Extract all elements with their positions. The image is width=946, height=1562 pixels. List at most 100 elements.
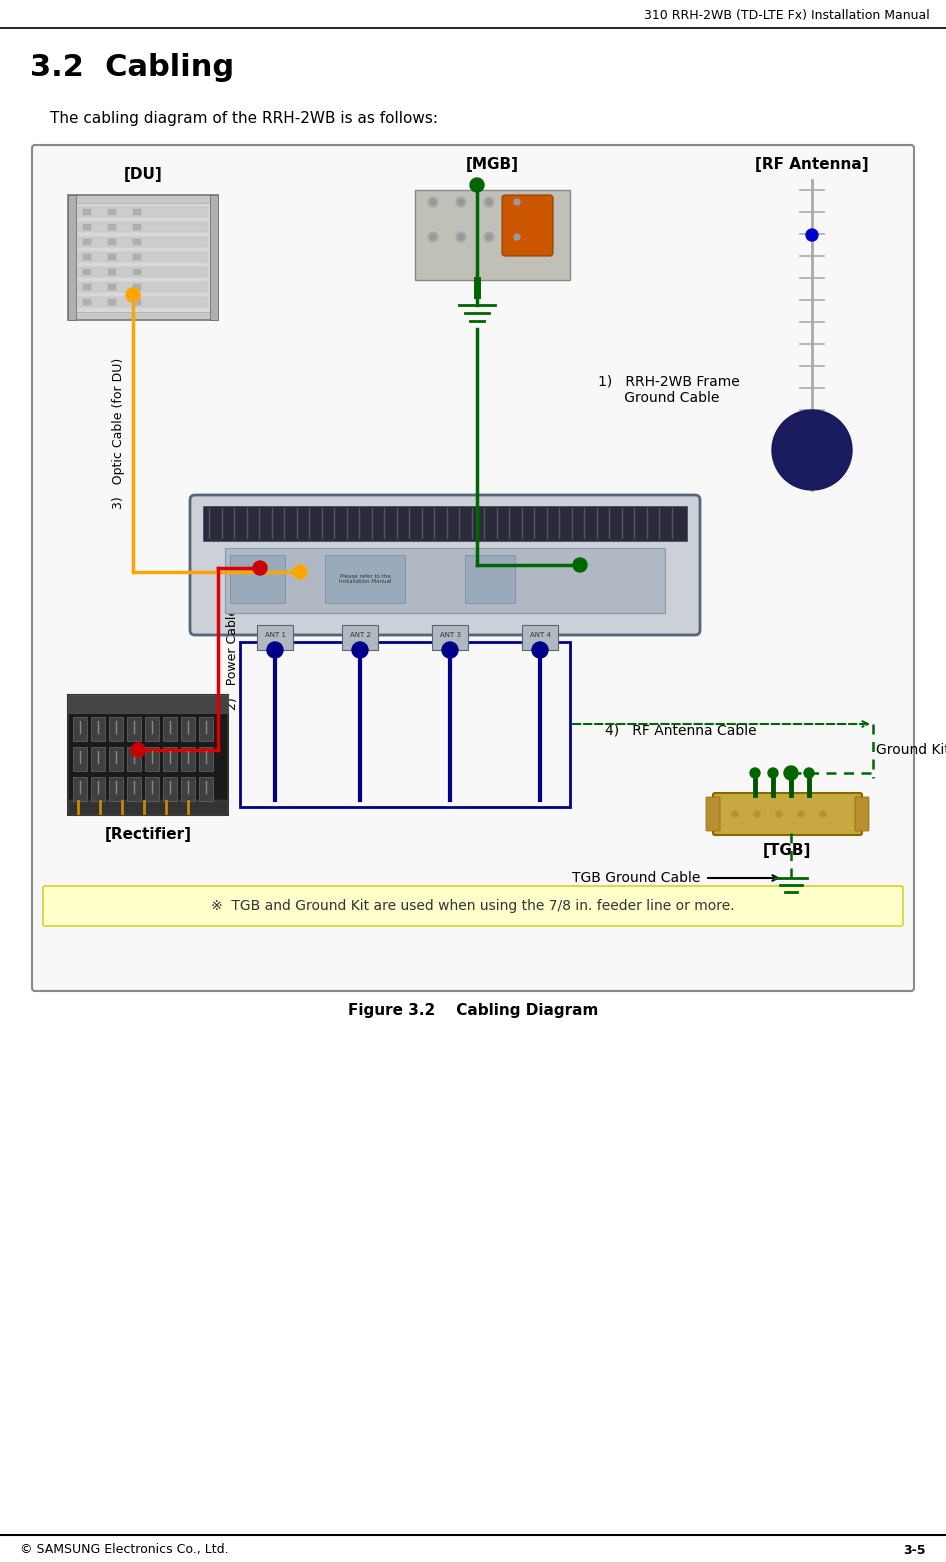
Circle shape	[430, 234, 436, 241]
Bar	[199, 776, 213, 801]
Bar	[203, 506, 687, 540]
Bar	[78, 237, 208, 247]
Text: 310 RRH-2WB (TD-LTE Fx) Installation Manual: 310 RRH-2WB (TD-LTE Fx) Installation Man…	[644, 9, 930, 22]
Text: ANT 3: ANT 3	[440, 633, 461, 637]
Bar	[133, 298, 141, 305]
Circle shape	[573, 558, 587, 572]
Circle shape	[786, 769, 796, 778]
Circle shape	[126, 287, 140, 301]
Bar	[181, 747, 195, 772]
Bar	[199, 747, 213, 772]
Bar	[76, 203, 210, 312]
Text: TGB Ground Cable: TGB Ground Cable	[571, 872, 700, 886]
Circle shape	[428, 197, 438, 208]
Circle shape	[512, 197, 522, 208]
Text: ※  TGB and Ground Kit are used when using the 7/8 in. feeder line or more.: ※ TGB and Ground Kit are used when using…	[211, 900, 735, 914]
Circle shape	[442, 642, 458, 658]
Bar	[133, 209, 141, 216]
Circle shape	[750, 769, 760, 778]
Bar	[108, 223, 116, 230]
Bar	[127, 747, 141, 772]
Circle shape	[772, 409, 852, 490]
Bar	[145, 747, 159, 772]
Circle shape	[514, 234, 520, 241]
FancyBboxPatch shape	[190, 495, 700, 636]
Bar	[240, 642, 570, 808]
Circle shape	[820, 811, 826, 817]
Circle shape	[456, 233, 466, 242]
Text: [Rectifier]: [Rectifier]	[104, 828, 191, 842]
Bar	[108, 284, 116, 291]
Bar	[83, 269, 91, 275]
Bar	[230, 555, 285, 603]
Circle shape	[484, 197, 494, 208]
Bar	[127, 717, 141, 740]
Bar	[199, 717, 213, 740]
Circle shape	[430, 198, 436, 205]
Bar	[181, 776, 195, 801]
Bar	[133, 223, 141, 230]
Bar	[73, 717, 87, 740]
Circle shape	[486, 234, 492, 241]
Text: ANT 1: ANT 1	[265, 633, 286, 637]
Text: [TGB]: [TGB]	[762, 843, 811, 859]
Bar	[78, 222, 208, 233]
Bar	[109, 747, 123, 772]
Bar	[68, 695, 228, 712]
Text: 3)   Optic Cable (for DU): 3) Optic Cable (for DU)	[112, 358, 125, 509]
Text: Ground Kit: Ground Kit	[876, 744, 946, 758]
Text: ANT 2: ANT 2	[350, 633, 371, 637]
Bar	[108, 298, 116, 305]
Bar	[108, 239, 116, 245]
Bar	[83, 298, 91, 305]
Circle shape	[806, 230, 818, 241]
Text: [DU]: [DU]	[124, 167, 163, 183]
Circle shape	[754, 811, 760, 817]
Bar	[91, 717, 105, 740]
Bar	[145, 776, 159, 801]
Bar	[68, 695, 228, 815]
Bar	[163, 747, 177, 772]
Circle shape	[456, 197, 466, 208]
Bar	[257, 625, 293, 650]
Circle shape	[512, 233, 522, 242]
Bar	[83, 223, 91, 230]
Bar	[73, 776, 87, 801]
Circle shape	[804, 769, 814, 778]
Bar	[91, 776, 105, 801]
FancyBboxPatch shape	[43, 886, 903, 926]
Bar	[145, 717, 159, 740]
Text: 2)   Power Cable: 2) Power Cable	[225, 608, 238, 711]
Circle shape	[458, 234, 464, 241]
FancyBboxPatch shape	[32, 145, 914, 990]
Text: Figure 3.2    Cabling Diagram: Figure 3.2 Cabling Diagram	[348, 1003, 598, 1017]
Bar	[181, 717, 195, 740]
FancyBboxPatch shape	[415, 191, 570, 280]
Text: ANT 4: ANT 4	[530, 633, 551, 637]
Bar	[68, 195, 76, 320]
Circle shape	[267, 642, 283, 658]
Circle shape	[470, 178, 484, 192]
Circle shape	[798, 811, 804, 817]
Bar	[342, 625, 378, 650]
Bar	[133, 269, 141, 275]
Bar	[432, 625, 468, 650]
Bar	[83, 209, 91, 216]
Bar	[127, 776, 141, 801]
Circle shape	[458, 198, 464, 205]
FancyBboxPatch shape	[855, 797, 869, 831]
Bar	[78, 283, 208, 292]
Bar	[91, 747, 105, 772]
Bar	[325, 555, 405, 603]
Circle shape	[131, 744, 145, 758]
Text: 3.2  Cabling: 3.2 Cabling	[30, 53, 234, 83]
Text: 1)   RRH-2WB Frame
      Ground Cable: 1) RRH-2WB Frame Ground Cable	[598, 375, 740, 405]
Text: Please refer to the
Installation Manual: Please refer to the Installation Manual	[339, 573, 392, 584]
Circle shape	[486, 198, 492, 205]
Circle shape	[484, 233, 494, 242]
FancyBboxPatch shape	[713, 793, 862, 836]
Bar	[78, 208, 208, 217]
Text: [MGB]: [MGB]	[465, 158, 518, 172]
Bar	[83, 255, 91, 259]
Bar	[225, 548, 665, 612]
